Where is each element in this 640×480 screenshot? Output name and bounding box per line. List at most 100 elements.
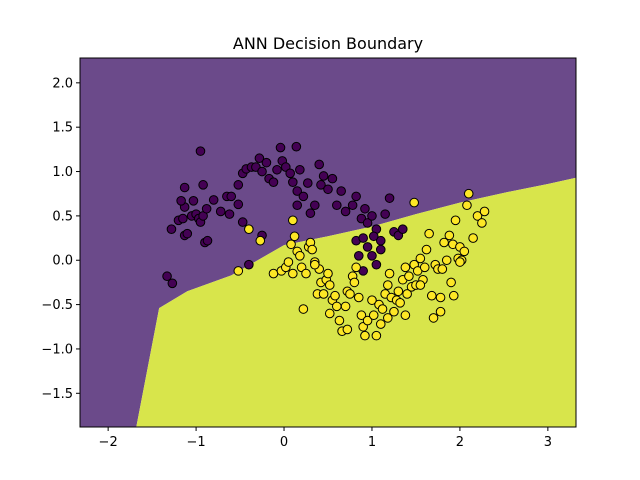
class-1-point (368, 310, 379, 321)
class-0-point (302, 178, 313, 188)
class-1-point (444, 230, 455, 241)
class-1-point (402, 289, 412, 299)
class-1-point (450, 215, 461, 226)
class-0-point (198, 180, 208, 190)
class-1-points (233, 188, 490, 341)
class-1-point (283, 257, 294, 267)
class-1-point (383, 280, 393, 290)
x-tick-label: −2 (99, 435, 118, 450)
x-tick-label: 0 (280, 435, 288, 450)
class-1-point (421, 244, 432, 255)
class-0-point (162, 271, 172, 282)
class-1-point (353, 292, 364, 303)
x-tick-label: 3 (544, 435, 552, 450)
class-1-point (340, 301, 351, 312)
y-tick-label: −1.0 (41, 342, 73, 357)
class-0-point (179, 182, 190, 193)
class-1-point (435, 292, 446, 303)
class-1-point (389, 306, 399, 317)
class-0-point (188, 196, 199, 206)
class-0-point (291, 141, 302, 152)
class-1-point (463, 188, 474, 199)
class-0-point (233, 180, 244, 190)
class-0-point (375, 244, 386, 255)
class-0-point (166, 224, 177, 234)
class-0-point (237, 217, 248, 227)
class-1-point (349, 277, 360, 288)
class-0-point (195, 146, 206, 156)
class-1-point (288, 215, 298, 226)
class-1-point (455, 257, 465, 267)
class-1-point (400, 310, 411, 321)
class-0-point (176, 196, 186, 206)
class-1-point (409, 197, 419, 208)
class-1-point (375, 319, 386, 329)
class-1-point (415, 253, 426, 264)
class-1-point (324, 308, 335, 319)
class-1-point (428, 313, 439, 323)
class-0-point (167, 278, 178, 289)
class-0-point (316, 180, 326, 190)
class-1-point (477, 218, 487, 228)
class-0-point (305, 208, 316, 219)
class-0-point (358, 233, 368, 243)
class-1-point (395, 298, 405, 308)
class-1-point (360, 330, 370, 341)
class-0-point (367, 251, 377, 261)
class-0-point (295, 164, 305, 175)
class-0-point (233, 199, 244, 210)
class-0-point (288, 177, 298, 187)
class-1-point (301, 268, 311, 279)
class-1-point (419, 262, 430, 273)
axes-frame (79, 57, 577, 428)
class-0-point (298, 191, 309, 202)
class-1-point (268, 268, 279, 279)
class-1-point (371, 330, 382, 341)
class-0-point (226, 191, 237, 202)
y-tick-label: −1.5 (41, 387, 73, 402)
y-tick-label: 0.0 (52, 254, 73, 269)
class-0-point (353, 251, 364, 261)
class-1-point (244, 224, 254, 234)
class-1-point (307, 244, 317, 255)
x-tick-label: 1 (368, 435, 376, 450)
class-0-point (362, 218, 373, 228)
class-1-point (298, 304, 309, 314)
class-0-point (292, 200, 303, 211)
class-0-point (362, 242, 373, 252)
class-0-point (371, 259, 382, 270)
class-0-point (327, 173, 338, 184)
class-1-point (351, 262, 361, 273)
x-axis-ticks: −2 −1 0 1 2 3 (99, 427, 552, 450)
class-1-point (318, 289, 329, 299)
class-0-point (360, 203, 370, 214)
y-tick-label: 0.5 (52, 209, 73, 224)
class-1-point (255, 235, 266, 246)
class-1-point (468, 233, 478, 243)
class-0-point (208, 195, 219, 205)
class-1-point (334, 315, 345, 326)
class-0-point (336, 186, 346, 196)
class-1-point (462, 200, 472, 211)
class-0-point (397, 224, 408, 234)
class-0-point (261, 157, 272, 168)
class-1-region (136, 177, 576, 427)
class-0-point (215, 206, 226, 217)
y-tick-label: 1.5 (52, 121, 73, 136)
y-axis-ticks: −1.5 −1.0 −0.5 0.0 0.5 1.0 1.5 2.0 (41, 76, 80, 402)
class-0-point (272, 164, 282, 175)
class-0-point (257, 166, 267, 177)
class-1-point (310, 259, 320, 270)
class-0-point (182, 228, 193, 239)
class-0-point (292, 186, 303, 196)
class-1-point (393, 286, 404, 297)
class-1-point (424, 228, 434, 239)
class-1-point (331, 301, 342, 312)
class-1-point (233, 266, 244, 276)
class-0-point (178, 213, 188, 224)
class-1-point (330, 290, 340, 301)
class-0-points (162, 141, 408, 289)
class-1-point (295, 251, 305, 261)
y-tick-label: −0.5 (41, 298, 73, 313)
